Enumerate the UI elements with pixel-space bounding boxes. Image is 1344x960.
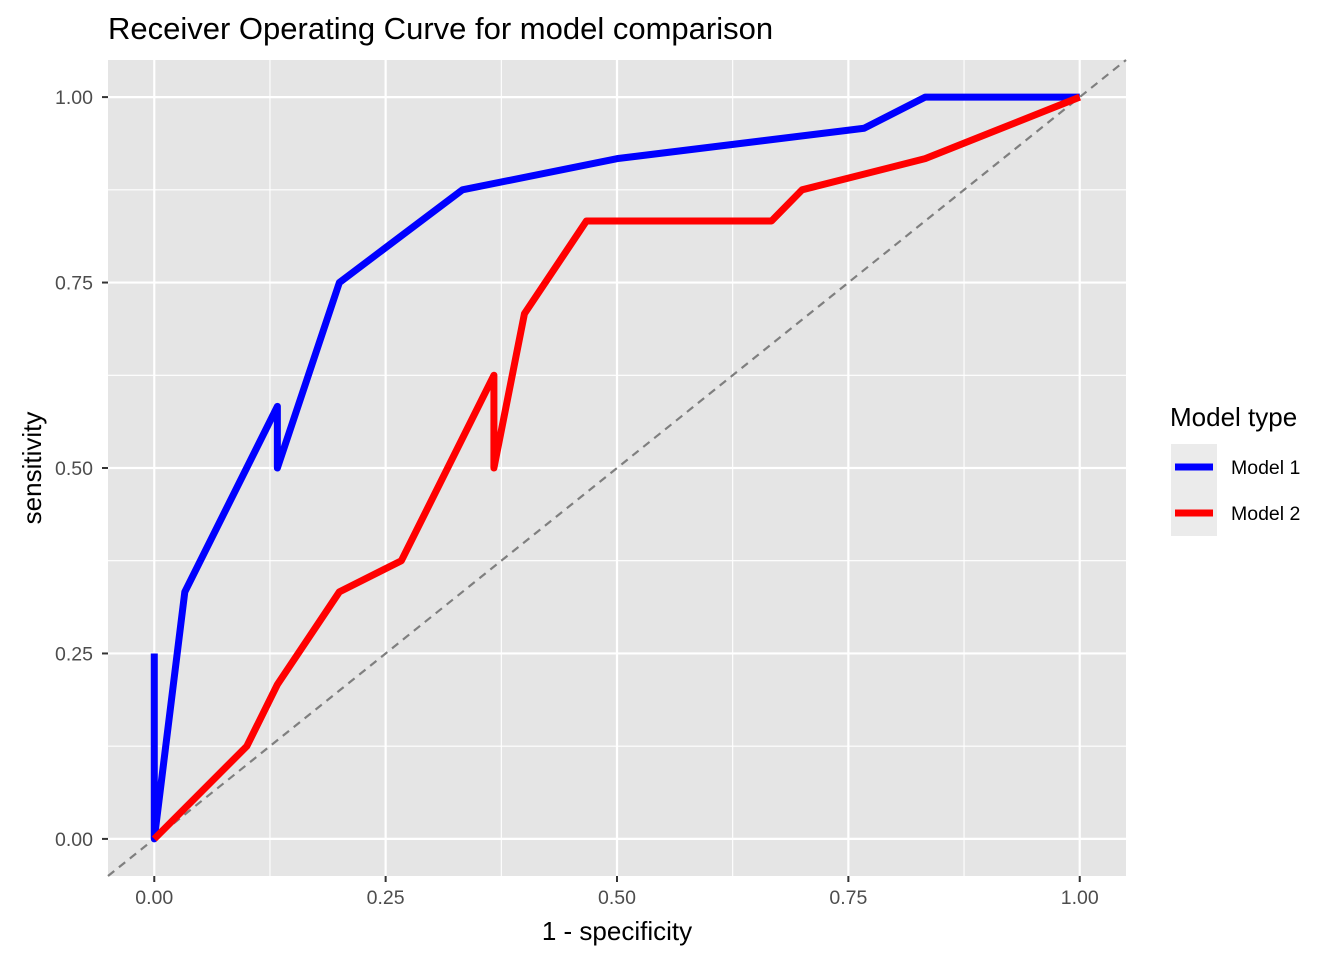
diagonal-reference-line-group bbox=[107, 59, 1127, 877]
y-axis-ticks: 0.00 0.25 0.50 0.75 1.00 bbox=[55, 87, 108, 851]
series-lines bbox=[150, 93, 1082, 843]
y-tick-label: 0.00 bbox=[55, 829, 93, 851]
chart-title: Receiver Operating Curve for model compa… bbox=[108, 11, 773, 46]
series-line-model-1 bbox=[150, 93, 1080, 843]
legend-label-model-2: Model 2 bbox=[1231, 503, 1300, 525]
legend-items: Model 1 Model 2 bbox=[1175, 457, 1300, 525]
y-tick-label: 0.75 bbox=[55, 273, 93, 295]
series-line-model-2 bbox=[151, 93, 1082, 842]
legend-key-background bbox=[1171, 444, 1217, 536]
x-tick-label: 1.00 bbox=[1061, 887, 1099, 909]
y-tick-label: 1.00 bbox=[55, 87, 93, 109]
legend-title: Model type bbox=[1170, 402, 1297, 432]
x-axis-title: 1 - specificity bbox=[542, 916, 692, 946]
y-tick-label: 0.25 bbox=[55, 643, 93, 665]
x-tick-label: 0.75 bbox=[829, 887, 867, 909]
y-axis-title: sensitivity bbox=[17, 412, 47, 525]
x-tick-label: 0.50 bbox=[598, 887, 636, 909]
x-axis-ticks: 0.00 0.25 0.50 0.75 1.00 bbox=[135, 876, 1099, 909]
x-tick-label: 0.25 bbox=[367, 887, 405, 909]
x-tick-label: 0.00 bbox=[135, 887, 173, 909]
y-tick-label: 0.50 bbox=[55, 458, 93, 480]
diagonal-reference-line bbox=[107, 59, 1127, 877]
legend: Model type Model 1 Model 2 bbox=[1170, 402, 1300, 536]
legend-label-model-1: Model 1 bbox=[1231, 457, 1300, 479]
